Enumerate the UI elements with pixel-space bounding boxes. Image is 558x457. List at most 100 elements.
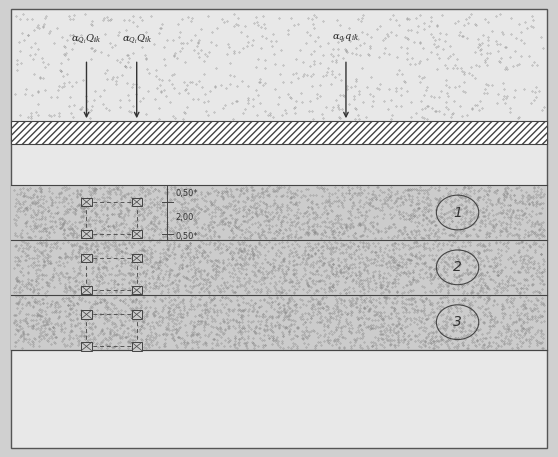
Point (441, 258, 450, 266)
Point (420, 259, 429, 266)
Point (120, 327, 129, 334)
Point (171, 223, 180, 231)
Point (342, 290, 351, 297)
Point (180, 225, 189, 232)
Point (146, 254, 155, 261)
Point (536, 340, 545, 347)
Point (508, 275, 517, 282)
Point (409, 269, 418, 276)
Point (364, 306, 373, 313)
Point (492, 239, 501, 246)
Point (109, 201, 118, 208)
Point (126, 250, 134, 257)
Point (426, 271, 435, 278)
Point (179, 196, 188, 203)
Point (110, 185, 119, 192)
Point (170, 183, 179, 190)
Point (276, 207, 285, 214)
Point (273, 287, 282, 294)
Point (503, 256, 512, 263)
Point (343, 309, 352, 317)
Point (294, 205, 303, 213)
Point (371, 324, 379, 331)
Point (98, 342, 107, 350)
Point (512, 334, 521, 341)
Point (141, 340, 150, 347)
Point (413, 277, 422, 284)
Point (378, 322, 387, 329)
Point (388, 234, 397, 242)
Point (328, 244, 337, 252)
Point (458, 213, 467, 220)
Point (528, 228, 537, 235)
Point (312, 287, 321, 294)
Point (28, 324, 37, 332)
Point (291, 201, 300, 208)
Point (242, 212, 251, 219)
Point (512, 285, 521, 292)
Point (137, 225, 146, 233)
Point (87, 325, 96, 332)
Point (418, 193, 427, 200)
Point (126, 226, 135, 234)
Point (189, 214, 198, 222)
Point (347, 310, 355, 317)
Point (140, 324, 149, 332)
Point (376, 207, 384, 214)
Point (79, 281, 88, 288)
Point (244, 94, 253, 101)
Point (84, 315, 93, 323)
Point (445, 223, 454, 230)
Point (497, 268, 506, 276)
Point (298, 310, 307, 318)
Point (479, 261, 488, 268)
Point (329, 231, 338, 238)
Point (128, 316, 137, 323)
Point (88, 184, 97, 191)
Point (22, 284, 31, 291)
Point (132, 196, 141, 203)
Point (99, 240, 108, 248)
Point (328, 256, 336, 264)
Point (436, 295, 445, 302)
Point (129, 311, 138, 318)
Point (65, 184, 74, 191)
Bar (11, 295, 547, 350)
Point (55, 254, 64, 261)
Point (415, 211, 424, 218)
Point (240, 328, 249, 335)
Point (364, 243, 373, 250)
Point (142, 313, 151, 320)
Point (267, 295, 276, 302)
Point (429, 218, 438, 225)
Point (526, 332, 535, 340)
Point (155, 314, 163, 321)
Point (292, 270, 301, 277)
Point (75, 190, 84, 197)
Point (261, 80, 270, 87)
Point (426, 273, 435, 281)
Point (258, 189, 267, 196)
Point (392, 188, 401, 195)
Point (327, 286, 336, 293)
Point (311, 240, 320, 248)
Point (90, 335, 99, 343)
Point (181, 241, 190, 249)
Point (115, 270, 124, 277)
Point (102, 206, 111, 213)
Point (523, 191, 532, 199)
Point (261, 274, 270, 282)
Point (86, 213, 95, 220)
Point (470, 311, 479, 319)
Point (396, 254, 405, 261)
Point (305, 107, 314, 114)
Point (170, 207, 179, 215)
Point (42, 272, 51, 279)
Point (471, 264, 480, 271)
Point (204, 48, 213, 56)
Point (51, 239, 60, 246)
Point (239, 340, 248, 347)
Point (119, 220, 128, 227)
Point (166, 231, 175, 239)
Point (190, 323, 199, 330)
